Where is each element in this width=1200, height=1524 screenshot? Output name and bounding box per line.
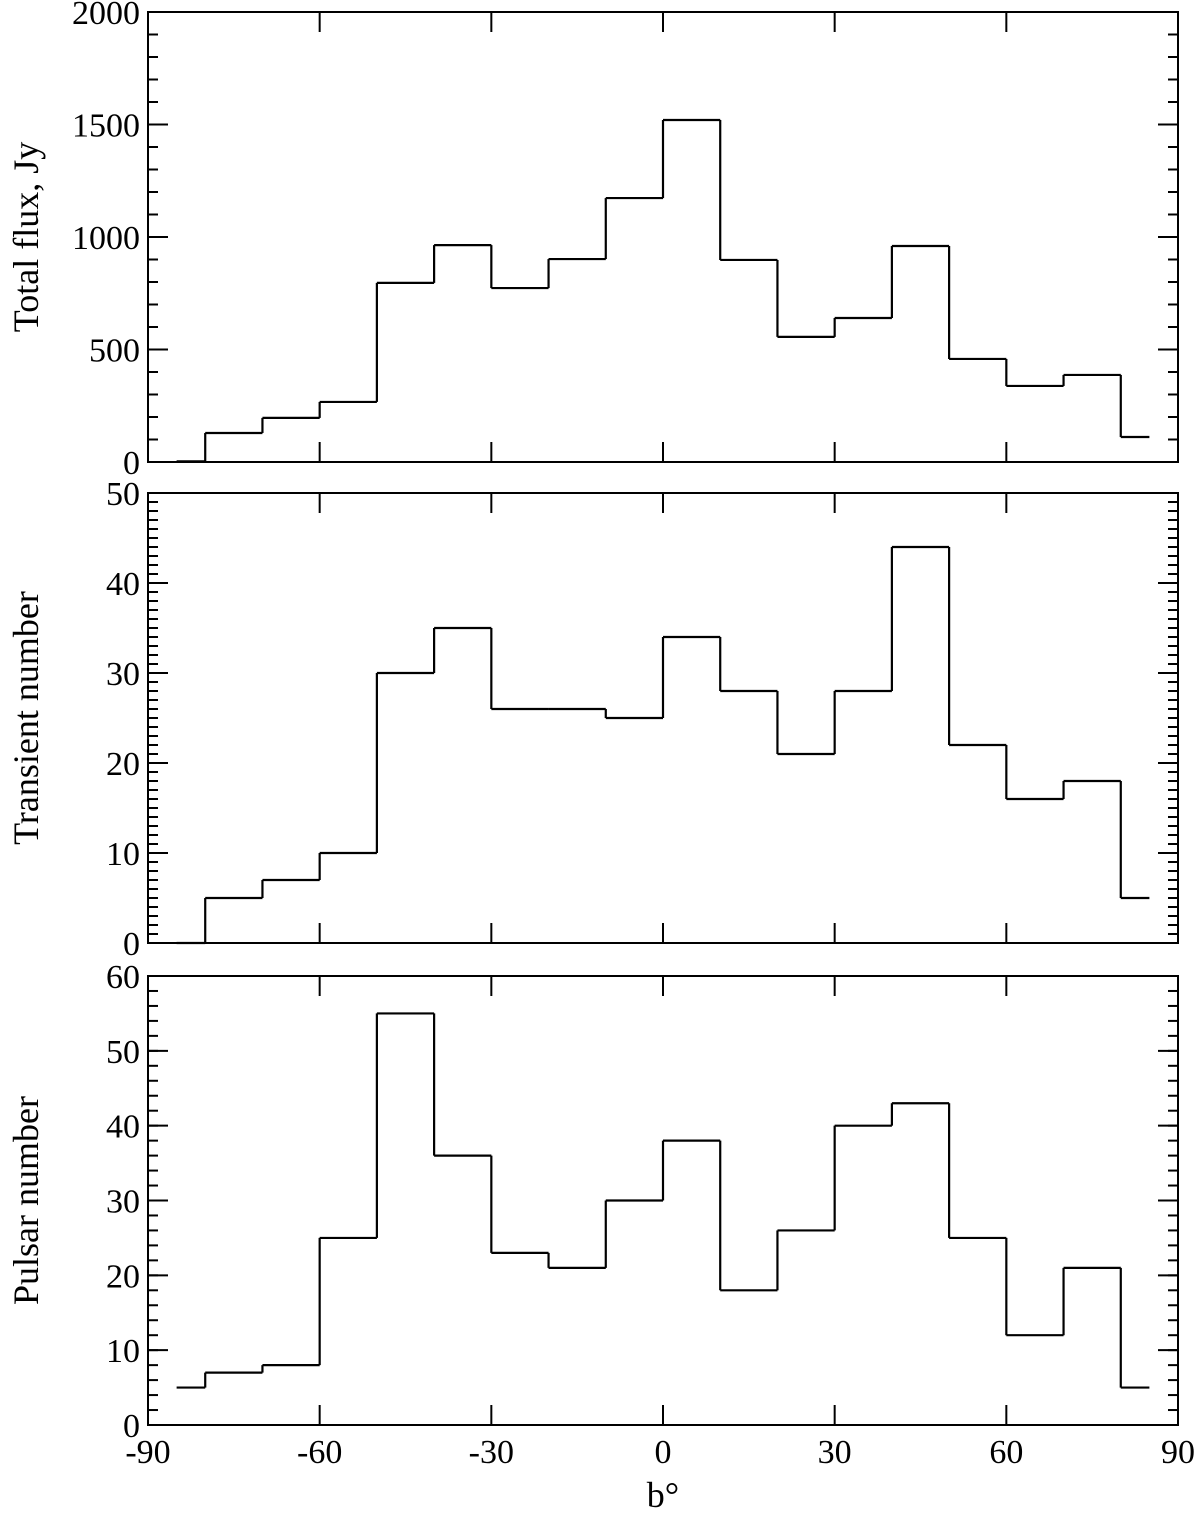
y-tick-label: 20 <box>106 746 140 783</box>
y-tick-label: 0 <box>123 445 140 482</box>
y-axis-label: Transient number <box>6 591 46 845</box>
y-axis-label: Total flux, Jy <box>6 142 46 332</box>
y-axis-label: Pulsar number <box>6 1096 46 1305</box>
y-tick-label: 50 <box>106 476 140 513</box>
y-tick-label: 20 <box>106 1258 140 1295</box>
plot-frame <box>147 11 1179 463</box>
x-tick-label: -60 <box>297 1434 342 1471</box>
y-tick-label: 40 <box>106 566 140 603</box>
x-tick-label: -30 <box>469 1434 514 1471</box>
panel-2: 0 10 20 30 40 50 Transient number <box>6 476 1179 963</box>
panel-3: 0 10 20 30 40 50 60 Pulsar number -90 -60 -30 0 30 60… <box>6 959 1195 1515</box>
x-tick-label: 60 <box>989 1434 1023 1471</box>
y-tick-label: 50 <box>106 1034 140 1071</box>
y-tick-label: 0 <box>123 1408 140 1445</box>
y-tick-label: 40 <box>106 1109 140 1146</box>
y-tick-label: 30 <box>106 656 140 693</box>
y-tick-label: 1000 <box>72 220 140 257</box>
x-tick-label: 0 <box>655 1434 672 1471</box>
y-tick-label: 60 <box>106 959 140 996</box>
y-tick-label: 500 <box>89 333 140 370</box>
y-tick-label: 30 <box>106 1184 140 1221</box>
y-tick-label: 10 <box>106 836 140 873</box>
y-tick-label: 10 <box>106 1333 140 1370</box>
x-tick-label: -90 <box>125 1434 170 1471</box>
y-tick-label: 0 <box>123 926 140 963</box>
panel-1: 0 500 1000 1500 2000 Total flux, Jy <box>6 0 1179 482</box>
x-tick-label: 30 <box>818 1434 852 1471</box>
x-axis-label: b° <box>647 1475 679 1515</box>
x-tick-label: 90 <box>1161 1434 1195 1471</box>
y-tick-label: 1500 <box>72 108 140 145</box>
y-tick-label: 2000 <box>72 0 140 32</box>
